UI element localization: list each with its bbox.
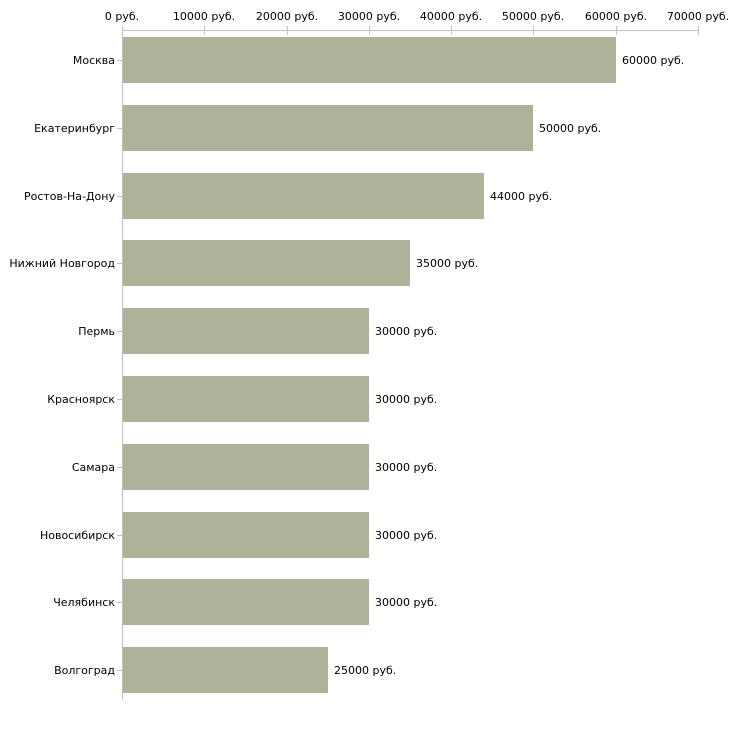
category-label: Красноярск <box>47 393 115 406</box>
bar <box>123 512 369 558</box>
bar <box>123 579 369 625</box>
x-axis-tick-label: 0 руб. <box>104 10 140 23</box>
value-label: 30000 руб. <box>375 529 438 542</box>
bar <box>123 376 369 422</box>
value-label: 30000 руб. <box>375 596 438 609</box>
category-label: Новосибирск <box>39 529 115 542</box>
bar <box>123 240 410 286</box>
y-axis-tick <box>117 535 122 536</box>
x-axis-tick-label: 10000 руб. <box>172 10 236 23</box>
value-label: 30000 руб. <box>375 461 438 474</box>
y-axis-tick <box>117 467 122 468</box>
category-label: Самара <box>71 461 115 474</box>
bar <box>123 444 369 490</box>
x-axis-line <box>122 30 699 31</box>
y-axis-tick <box>117 128 122 129</box>
category-label: Москва <box>72 54 115 67</box>
value-label: 30000 руб. <box>375 393 438 406</box>
x-axis-tick-label: 70000 руб. <box>666 10 730 23</box>
x-axis-tick-label: 20000 руб. <box>255 10 319 23</box>
bar <box>123 173 484 219</box>
x-axis-tick <box>451 26 452 35</box>
x-axis-tick-label: 60000 руб. <box>584 10 648 23</box>
bar <box>123 308 369 354</box>
x-axis-tick <box>287 26 288 35</box>
value-label: 30000 руб. <box>375 325 438 338</box>
category-label: Нижний Новгород <box>9 257 115 270</box>
x-axis-tick-label: 40000 руб. <box>419 10 483 23</box>
y-axis-tick <box>117 399 122 400</box>
y-axis-tick <box>117 263 122 264</box>
x-axis-tick-label: 50000 руб. <box>501 10 565 23</box>
bar <box>123 647 328 693</box>
y-axis-tick <box>117 60 122 61</box>
value-label: 44000 руб. <box>490 190 553 203</box>
y-axis-line <box>122 30 123 700</box>
bar <box>123 37 616 83</box>
value-label: 25000 руб. <box>334 664 397 677</box>
category-label: Екатеринбург <box>34 122 115 135</box>
value-label: 60000 руб. <box>622 54 685 67</box>
value-label: 35000 руб. <box>416 257 479 270</box>
x-axis-tick <box>698 26 699 35</box>
category-label: Пермь <box>78 325 115 338</box>
category-label: Волгоград <box>54 664 115 677</box>
value-label: 50000 руб. <box>539 122 602 135</box>
x-axis-tick <box>533 26 534 35</box>
category-label: Челябинск <box>53 596 115 609</box>
category-label: Ростов-На-Дону <box>23 190 115 203</box>
x-axis-tick <box>369 26 370 35</box>
x-axis-tick-label: 30000 руб. <box>337 10 401 23</box>
y-axis-tick <box>117 602 122 603</box>
x-axis-tick <box>204 26 205 35</box>
y-axis-tick <box>117 331 122 332</box>
bar <box>123 105 533 151</box>
x-axis-tick <box>122 26 123 35</box>
y-axis-tick <box>117 196 122 197</box>
y-axis-tick <box>117 670 122 671</box>
x-axis-tick <box>616 26 617 35</box>
